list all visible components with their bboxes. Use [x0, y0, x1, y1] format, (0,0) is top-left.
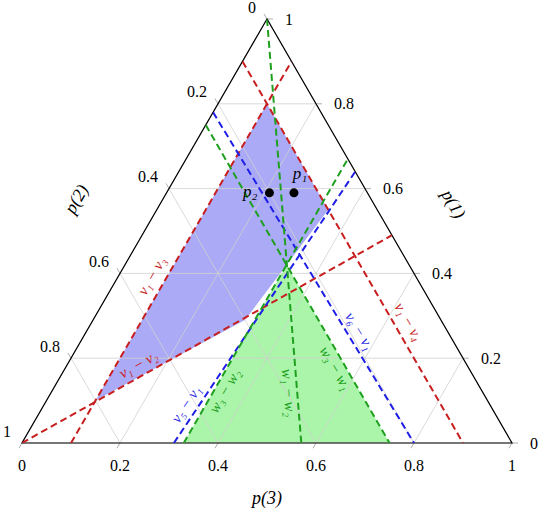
- grid-line: [218, 104, 414, 443]
- divider-line: [71, 61, 292, 443]
- tick-label: 0.4: [208, 457, 228, 474]
- tick-mark: [414, 273, 420, 274]
- tick-mark: [68, 353, 71, 358]
- axis-label: p(2): [59, 181, 93, 219]
- points: p₁ p₂: [242, 164, 307, 201]
- tick-mark: [365, 188, 371, 189]
- tick-mark: [117, 443, 120, 448]
- tick-mark: [512, 443, 518, 444]
- tick-label: 0.4: [432, 265, 452, 282]
- tick-mark: [313, 443, 316, 448]
- ticks: 00.20.40.60.8100.20.40.60.8100.20.40.60.…: [3, 0, 538, 474]
- ternary-chart: 00.20.40.60.8100.20.40.60.8100.20.40.60.…: [0, 0, 542, 516]
- divider-line: [213, 112, 414, 443]
- divider-line: [22, 235, 392, 443]
- line-label: v₁ − v₃: [135, 254, 170, 298]
- tick-label: 1: [508, 457, 516, 474]
- tick-mark: [215, 443, 218, 448]
- tick-label: 1: [3, 423, 11, 440]
- line-labels: v₁ − v₃v₁ − v₂v₁ − v₄v₅ − v₁v₆ − v₁w₃ − …: [116, 254, 425, 426]
- divider-line: [174, 172, 355, 443]
- tick-label: 0.8: [404, 457, 424, 474]
- grid: [22, 19, 512, 443]
- tick-label: 0: [18, 457, 26, 474]
- tick-label: 0.8: [40, 338, 60, 355]
- tick-mark: [316, 103, 322, 104]
- point-label: p₂: [242, 182, 258, 201]
- region: [184, 265, 390, 443]
- line-label: w₃ − w₁: [316, 343, 354, 393]
- divider-line: [184, 159, 348, 443]
- tick-mark: [509, 443, 512, 448]
- tick-mark: [215, 99, 218, 104]
- tick-mark: [19, 443, 22, 448]
- tick-label: 0.6: [306, 457, 326, 474]
- tick-mark: [166, 183, 169, 188]
- tick-label: 0.6: [89, 253, 109, 270]
- lines: [22, 19, 463, 443]
- triangle-frame: [22, 19, 512, 443]
- line-label: w₃ − w₂: [206, 366, 244, 416]
- tick-label: 0.4: [138, 168, 158, 185]
- line-label: v₁ − v₄: [391, 300, 426, 344]
- divider-line: [267, 19, 301, 443]
- line-label: v₅ − v₁: [168, 382, 204, 425]
- grid-line: [120, 273, 414, 274]
- divider-line: [206, 125, 390, 443]
- tick-mark: [264, 14, 267, 19]
- tick-label: 0.6: [383, 180, 403, 197]
- tick-mark: [411, 443, 414, 448]
- axis-label: p(1): [436, 184, 470, 222]
- point-label: p₁: [292, 164, 307, 183]
- tick-mark: [267, 19, 273, 20]
- tick-label: 0.2: [110, 457, 130, 474]
- point: [265, 188, 274, 197]
- tick-label: 1: [285, 11, 293, 28]
- tick-label: 0: [530, 435, 538, 452]
- line-label: v₆ − v₁: [342, 309, 377, 353]
- line-label: w₁ − w₂: [279, 368, 299, 417]
- tick-mark: [117, 268, 120, 273]
- tick-label: 0.8: [334, 95, 354, 112]
- tick-label: 0: [248, 0, 256, 16]
- axis-label: p(3): [250, 488, 282, 509]
- line-label: v₁ − v₂: [116, 347, 160, 381]
- tick-label: 0.2: [481, 350, 501, 367]
- point: [289, 188, 298, 197]
- tick-mark: [463, 358, 469, 359]
- tick-label: 0.2: [187, 83, 207, 100]
